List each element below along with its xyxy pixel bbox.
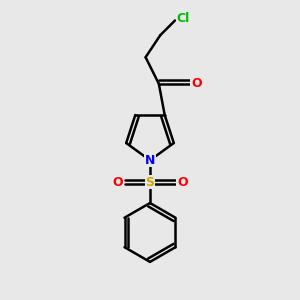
Text: N: N xyxy=(145,154,155,167)
Text: O: O xyxy=(191,77,202,90)
Text: Cl: Cl xyxy=(177,13,190,26)
Text: O: O xyxy=(112,176,123,189)
Text: O: O xyxy=(177,176,188,189)
Text: S: S xyxy=(146,176,154,189)
